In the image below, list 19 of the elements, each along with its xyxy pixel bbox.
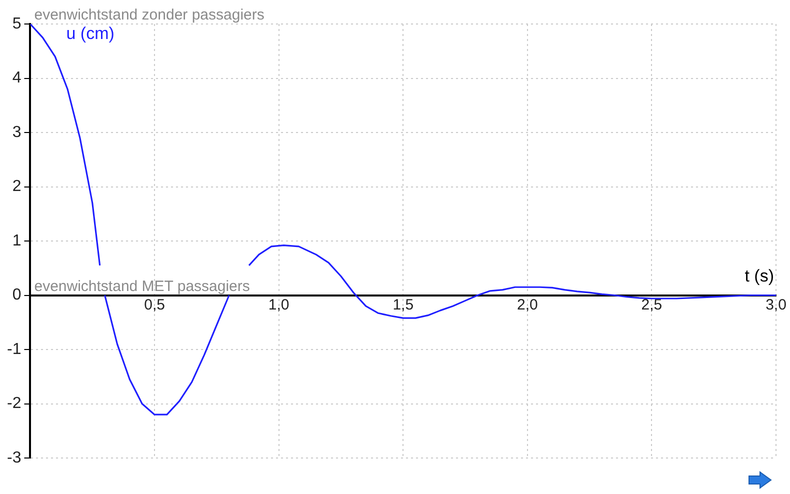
x-tick-label: 2,5 — [641, 296, 662, 314]
y-tick-label: 4 — [12, 70, 22, 87]
y-tick-label: 3 — [12, 124, 22, 141]
y-tick-label: 2 — [12, 178, 22, 196]
x-tick-label: 1,0 — [268, 296, 290, 314]
x-tick-label: 3,0 — [766, 296, 786, 314]
x-axis-title: t (s) — [744, 266, 774, 286]
y-tick-label: 0 — [12, 286, 22, 304]
y-tick-label: -3 — [6, 449, 22, 466]
annotation: evenwichtstand MET passagiers — [34, 278, 250, 295]
y-tick-label: 1 — [12, 232, 22, 250]
y-tick-label: 5 — [12, 15, 22, 32]
text: evenwichtstand zonder passagiers — [34, 6, 264, 24]
y-axis-title: u (cm) — [66, 24, 114, 44]
y-tick-label: -2 — [6, 395, 22, 412]
x-tick-label: 0,5 — [144, 296, 165, 314]
x-tick-label: 2,0 — [516, 296, 538, 314]
x-tick-label: 1,5 — [392, 296, 414, 314]
y-tick-label: -1 — [6, 340, 22, 358]
